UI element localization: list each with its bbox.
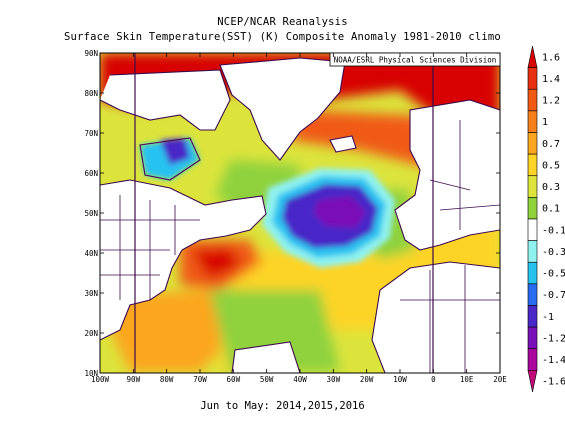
iceland-coast [329,135,357,153]
colorbar-segment [527,45,538,68]
colorbar-label: -1.4 [542,355,565,366]
colorbar-segment [527,110,538,133]
colorbar-label: -0.3 [542,247,565,258]
extreme-cold-anomaly [314,196,366,228]
figure-title-detail: Surface Skin Temperature(SST) (K) Compos… [64,31,501,43]
colorbar-label: -1.6 [542,377,565,388]
colorbar-label: 0.7 [542,139,560,150]
colorbar-label: 1 [542,117,548,128]
europe-coast [394,99,500,251]
lat-label: 30N [84,289,98,298]
colorbar-segment [527,305,538,328]
colorbar-segment [527,88,538,112]
colorbar-segment [527,326,538,350]
colorbar-segment [527,175,538,198]
arctic-archipelago-landmass [100,70,230,130]
lon-label: 30W [327,375,341,384]
colorbar-label: -0.1 [542,225,565,236]
lon-label: 40W [293,375,307,384]
lat-label: 10N [84,369,98,378]
archipelago-coast [100,69,231,131]
colorbar-label: 0.5 [542,160,560,171]
hudson-bay-coast [139,137,201,181]
colorbar-segment [527,67,538,90]
colorbar-segment [527,283,538,306]
colorbar-segment [527,261,538,285]
lon-label: 20W [360,375,374,384]
greenland-landmass [220,58,345,160]
latitude-axis: 10N 20N 30N 40N 50N 60N 70N 80N 90N [84,49,500,378]
north-america-coast [100,179,267,341]
colorbar-segment [527,132,538,155]
colorbar-segment [527,153,538,177]
lat-label: 90N [84,49,98,58]
anomaly-field [100,53,500,373]
lat-label: 80N [84,89,98,98]
colorbar-label: 1.2 [542,96,560,107]
extreme-cold-anomaly-hudson-bay [160,138,190,165]
lat-label: 20N [84,329,98,338]
lon-label: 90W [127,375,141,384]
colorbar-label: -1 [542,312,554,323]
euro-africa-borders [400,120,500,373]
lon-label: 0 [431,375,436,384]
lon-label: 20E [493,375,507,384]
colorbar-label: -0.5 [542,269,565,280]
lon-label: 70W [193,375,207,384]
south-america-landmass [232,342,300,373]
lat-label: 60N [84,169,98,178]
colorbar-segment [527,348,538,371]
credit-text: NOAA/ESRL Physical Sciences Division [334,56,497,65]
warm-anomaly-caribbean [110,290,240,372]
figure-subtitle: Jun to May: 2014,2015,2016 [200,400,365,412]
colorbar-segment [527,240,538,263]
figure-title: NCEP/NCAR Reanalysis [217,16,348,28]
lon-label: 50W [260,375,274,384]
colorbar-segment [527,197,538,220]
lon-label: 10E [460,375,474,384]
lon-label: 10W [393,375,407,384]
colorbar-label: 1.6 [542,52,560,63]
longitude-axis: 100W 90W 80W 70W 60W 50W 40W 30W 20W 10W 0 10E 20E [91,53,507,384]
colorbar-label: -0.7 [542,290,565,301]
credit-box [329,52,501,67]
colorbar-label: 1.4 [542,74,560,85]
africa-landmass [372,262,500,373]
colorbar-label: -1.2 [542,333,565,344]
colorbar-label: 0.3 [542,182,560,193]
colorbar-segment [527,218,538,241]
lat-label: 40N [84,249,98,258]
lat-label: 70N [84,129,98,138]
strong-warm-anomaly-gulfstream [192,248,240,278]
lon-label: 80W [160,375,174,384]
lat-label: 50N [84,209,98,218]
iceland-landmass [330,136,356,152]
europe-landmass [395,100,500,250]
lon-label: 60W [227,375,241,384]
colorbar-label: 0.1 [542,204,560,215]
colorbar: 1.6 1.4 1.2 1 0.7 0.5 0.3 0.1 -0.1 -0.3 -0.5 -0.7 -1… [527,45,565,393]
colorbar-segment [527,370,538,393]
africa-coast [371,261,500,373]
south-america-coast [231,341,301,373]
lon-label: 100W [91,375,110,384]
